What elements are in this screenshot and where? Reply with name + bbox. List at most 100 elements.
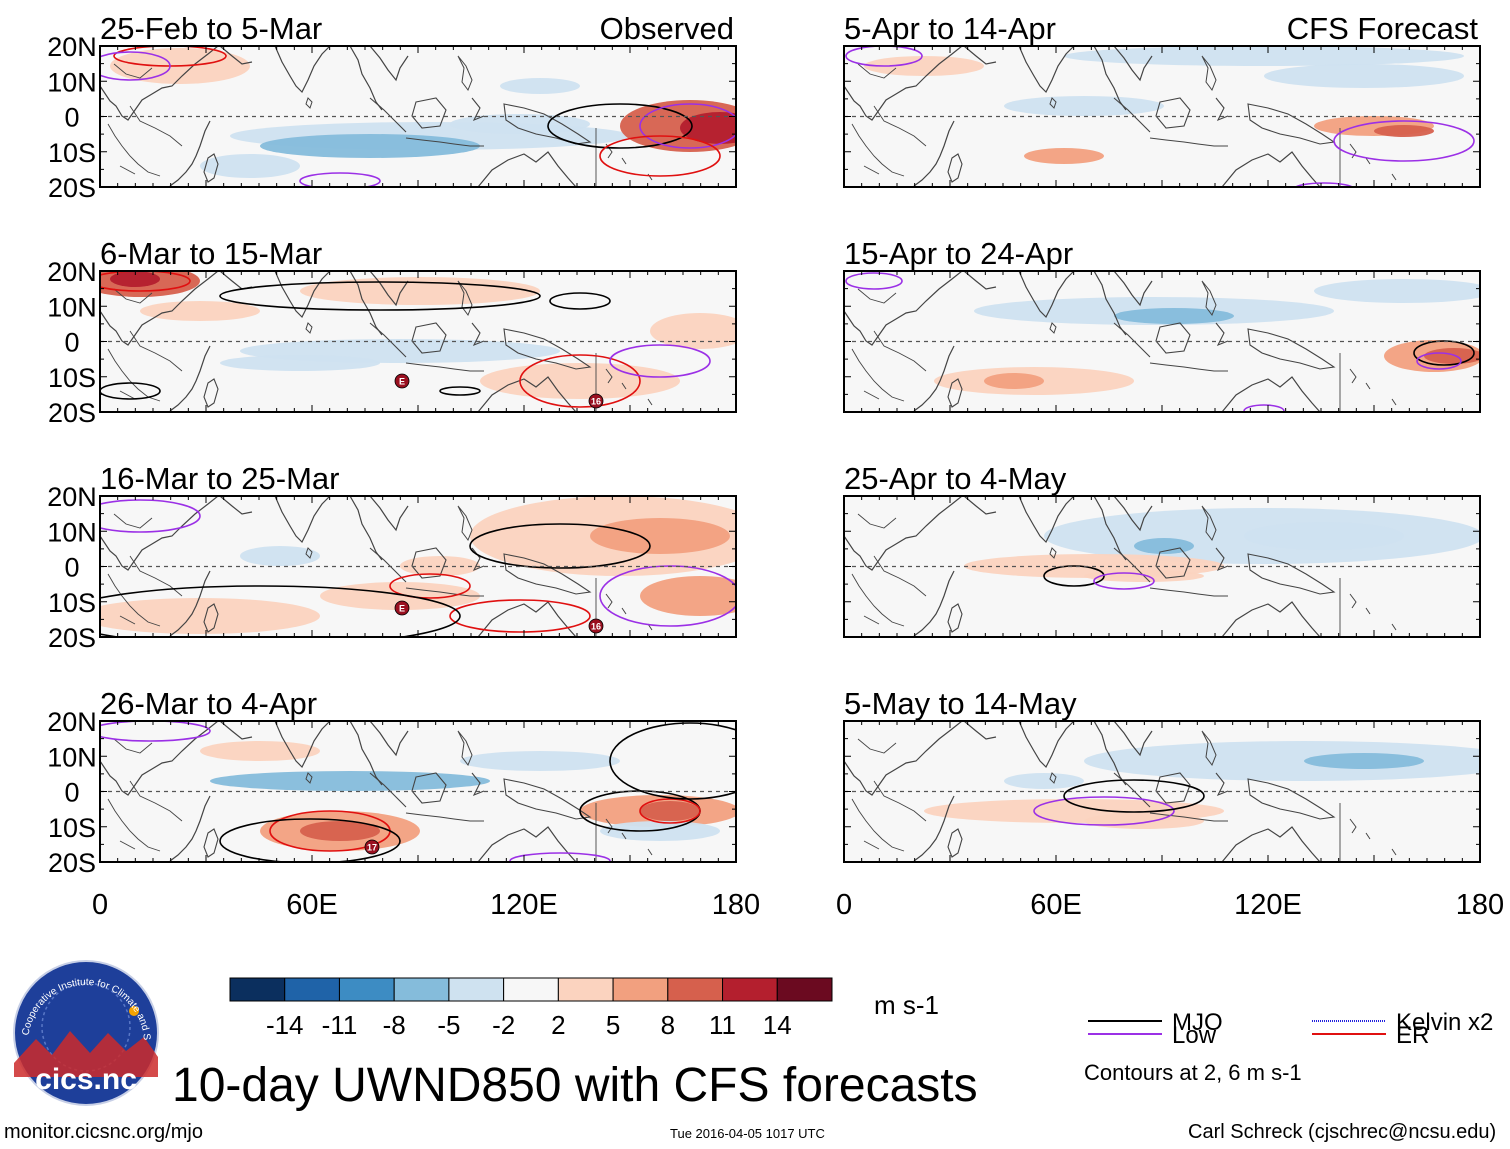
anomaly-shading [1264,64,1464,88]
colorbar-swatch [229,977,286,1002]
anomaly-shading [300,277,540,305]
anomaly-shading [140,301,260,321]
latitude-tick-label: 20N [47,482,97,512]
latitude-tick-label: 20N [47,707,97,737]
anomaly-shading [450,114,590,134]
filtered-contour [639,798,701,824]
anomaly-shading [240,546,320,566]
anomaly-shading [1244,522,1404,550]
anomaly-shading [100,598,320,634]
longitude-tick-label: 180 [1456,889,1504,921]
latitude-tick-label: 10S [48,813,96,843]
panel-period-label: 5-May to 14-May [844,686,1077,721]
observed-panel-1: 25-Feb to 5-Mar Observed 20N 10N 0 10S 20S [47,11,737,203]
anomaly-shading [480,363,680,399]
storm-marker: E [394,600,410,616]
latitude-tick-label: 10N [47,517,97,547]
latitude-tick-label: 20S [48,623,96,653]
latitude-tick-label: 20S [48,173,96,203]
logo-inner-ring [41,982,131,1072]
storm-label: E [399,604,405,614]
filtered-contour [1033,796,1175,826]
longitude-tick-label: 0 [836,889,852,921]
panel-period-label: 26-Mar to 4-Apr [100,686,317,721]
colorbar-tick-label: -14 [266,1010,304,1040]
anomaly-shading [460,751,620,771]
storm-marker: 16 [588,393,604,409]
forecast-panel-3: 25-Apr to 4-May [843,461,1481,638]
storm-label: E [399,377,405,387]
latitude-tick-label: 20S [48,848,96,878]
anomaly-shading [1304,753,1424,769]
latitude-tick-label: 10S [48,138,96,168]
panel-period-label: 5-Apr to 14-Apr [844,11,1056,46]
anomaly-shading [680,112,736,144]
filtered-contour [219,818,401,862]
filtered-contour [1333,120,1475,162]
colorbar-tick-label: 11 [709,1010,736,1040]
latitude-tick-label: 10N [47,292,97,322]
longitude-tick-label: 60E [286,889,338,921]
filtered-contour [1416,352,1462,370]
anomaly-shading [1024,148,1104,164]
filtered-contour [100,721,211,742]
logo-wordmark: cics.nc [35,1063,137,1096]
colorbar-tick-label: 14 [763,1010,792,1040]
anomaly-shading [1004,96,1164,116]
latitude-tick-label: 10S [48,588,96,618]
legend-label: ER [1396,1022,1429,1049]
legend-label: Kelvin x2 [1396,1009,1493,1036]
storm-label: 16 [591,622,601,632]
anomaly-shading [590,518,730,554]
anomaly-shading [650,313,736,349]
filtered-contour [219,281,541,311]
anomaly-shading [984,373,1044,389]
filtered-contour [639,103,736,149]
storm-marker-dot [394,600,410,616]
legend-note: Contours at 2, 6 m s-1 [1084,1060,1302,1085]
colorbar-tick-label: -8 [383,1010,406,1040]
filtered-contour [1294,182,1354,187]
panel-period-label: 6-Mar to 15-Mar [100,236,322,271]
panel-period-label: 25-Feb to 5-Mar [100,11,322,46]
colorbar-tick-label: -5 [437,1010,460,1040]
latitude-tick-label: 0 [64,103,79,133]
latitude-tick-label: 20S [48,398,96,428]
latitude-tick-label: 10N [47,742,97,772]
latitude-tick-label: 10N [47,67,97,97]
filtered-contour [100,382,161,400]
filtered-contour [100,271,191,292]
latitude-tick-label: 0 [64,328,79,358]
storm-marker-dot [364,839,380,855]
storm-marker: 17 [364,839,380,855]
anomaly-shading [1084,741,1480,781]
latitude-tick-label: 10S [48,363,96,393]
legend-label: Low [1172,1022,1217,1049]
footer-url: monitor.cicsnc.org/mjo [4,1121,203,1143]
line-legend: MJO Kelvin x2 Low ER [1088,1009,1493,1049]
anomaly-shading [600,821,720,841]
anomaly-shading [260,134,480,158]
filtered-contour [599,135,721,177]
colorbar-swatch [612,977,669,1002]
filtered-contour [439,386,481,396]
colorbar-tick-label: -2 [492,1010,515,1040]
sun-icon [129,1006,139,1016]
filtered-contour [519,354,641,408]
filtered-contour [1043,565,1105,587]
logo-mountains [14,1031,158,1077]
longitude-tick-label: 0 [92,889,108,921]
anomaly-shading [1134,538,1194,554]
filtered-contour [1063,779,1205,813]
longitude-tick-label: 180 [712,889,760,921]
anomaly-shading [640,801,700,821]
anomaly-shading [1374,125,1434,137]
forecast-panel-2: 15-Apr to 24-Apr [843,236,1481,413]
legend-label: MJO [1172,1009,1223,1036]
filtered-contour [100,51,171,81]
latitude-tick-label: 20N [47,257,97,287]
anomaly-shading [220,355,380,371]
filtered-contour [609,344,711,378]
latitude-tick-label: 0 [64,778,79,808]
